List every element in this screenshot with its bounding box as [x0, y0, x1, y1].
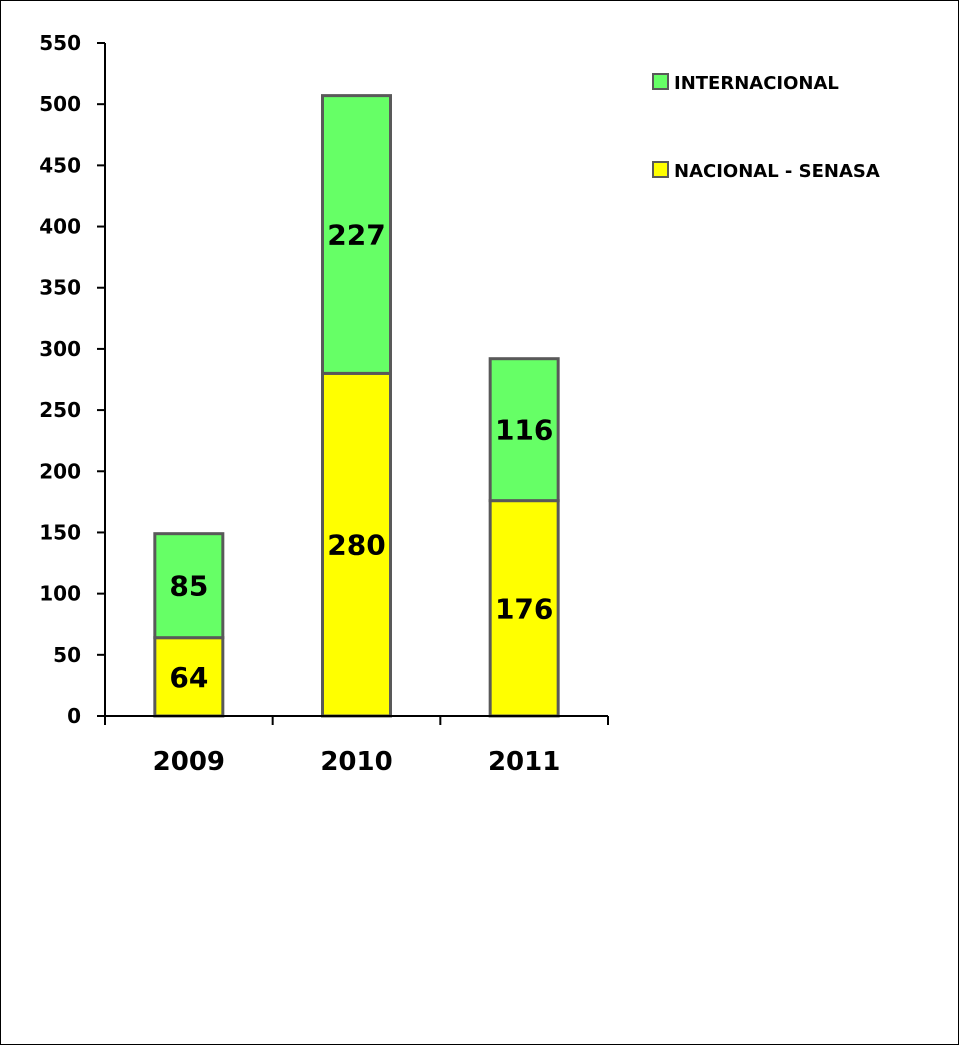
legend-label-0: INTERNACIONAL — [674, 73, 839, 94]
y-tick-label-150: 150 — [39, 520, 81, 544]
y-tick-label-0: 0 — [67, 704, 81, 728]
bars-layer — [153, 94, 560, 718]
x-tick-label-2011: 2011 — [488, 747, 560, 777]
data-label-2009-series-1: 85 — [169, 570, 208, 603]
data-label-2011-series-0: 176 — [495, 592, 553, 625]
y-tick-label-550: 550 — [39, 31, 81, 55]
y-tick-label-200: 200 — [39, 459, 81, 483]
bar-2009-series-1 — [153, 532, 225, 640]
data-label-2009-series-0: 64 — [169, 661, 208, 694]
data-label-2011-series-1: 116 — [495, 414, 553, 447]
data-label-2010-series-0: 280 — [327, 529, 385, 562]
legend-swatch-0 — [652, 73, 669, 90]
axis-layer: 0 50 100 150 200 250 300 350 400 450 500 550 — [39, 31, 609, 728]
y-tick-label-250: 250 — [39, 398, 81, 422]
legend-swatch-1 — [652, 161, 669, 178]
bar-2010-series-1 — [321, 94, 392, 375]
y-tick-label-300: 300 — [39, 337, 81, 361]
legend: INTERNACIONAL NACIONAL - SENASA — [652, 73, 880, 182]
y-tick-label-500: 500 — [39, 92, 81, 116]
y-tick-label-100: 100 — [39, 582, 81, 606]
y-tick-label-50: 50 — [53, 643, 81, 667]
bar-2011-series-1 — [488, 357, 560, 503]
y-tick-label-350: 350 — [39, 276, 81, 300]
labels-layer: 64 85 2009 280 227 2010 176 116 2011 — [153, 218, 561, 777]
x-tick-label-2009: 2009 — [153, 747, 225, 777]
data-label-2010-series-1: 227 — [327, 218, 385, 251]
legend-label-1: NACIONAL - SENASA — [674, 161, 880, 182]
y-tick-label-400: 400 — [39, 215, 81, 239]
x-tick-label-2010: 2010 — [320, 747, 392, 777]
y-tick-label-450: 450 — [39, 153, 81, 177]
